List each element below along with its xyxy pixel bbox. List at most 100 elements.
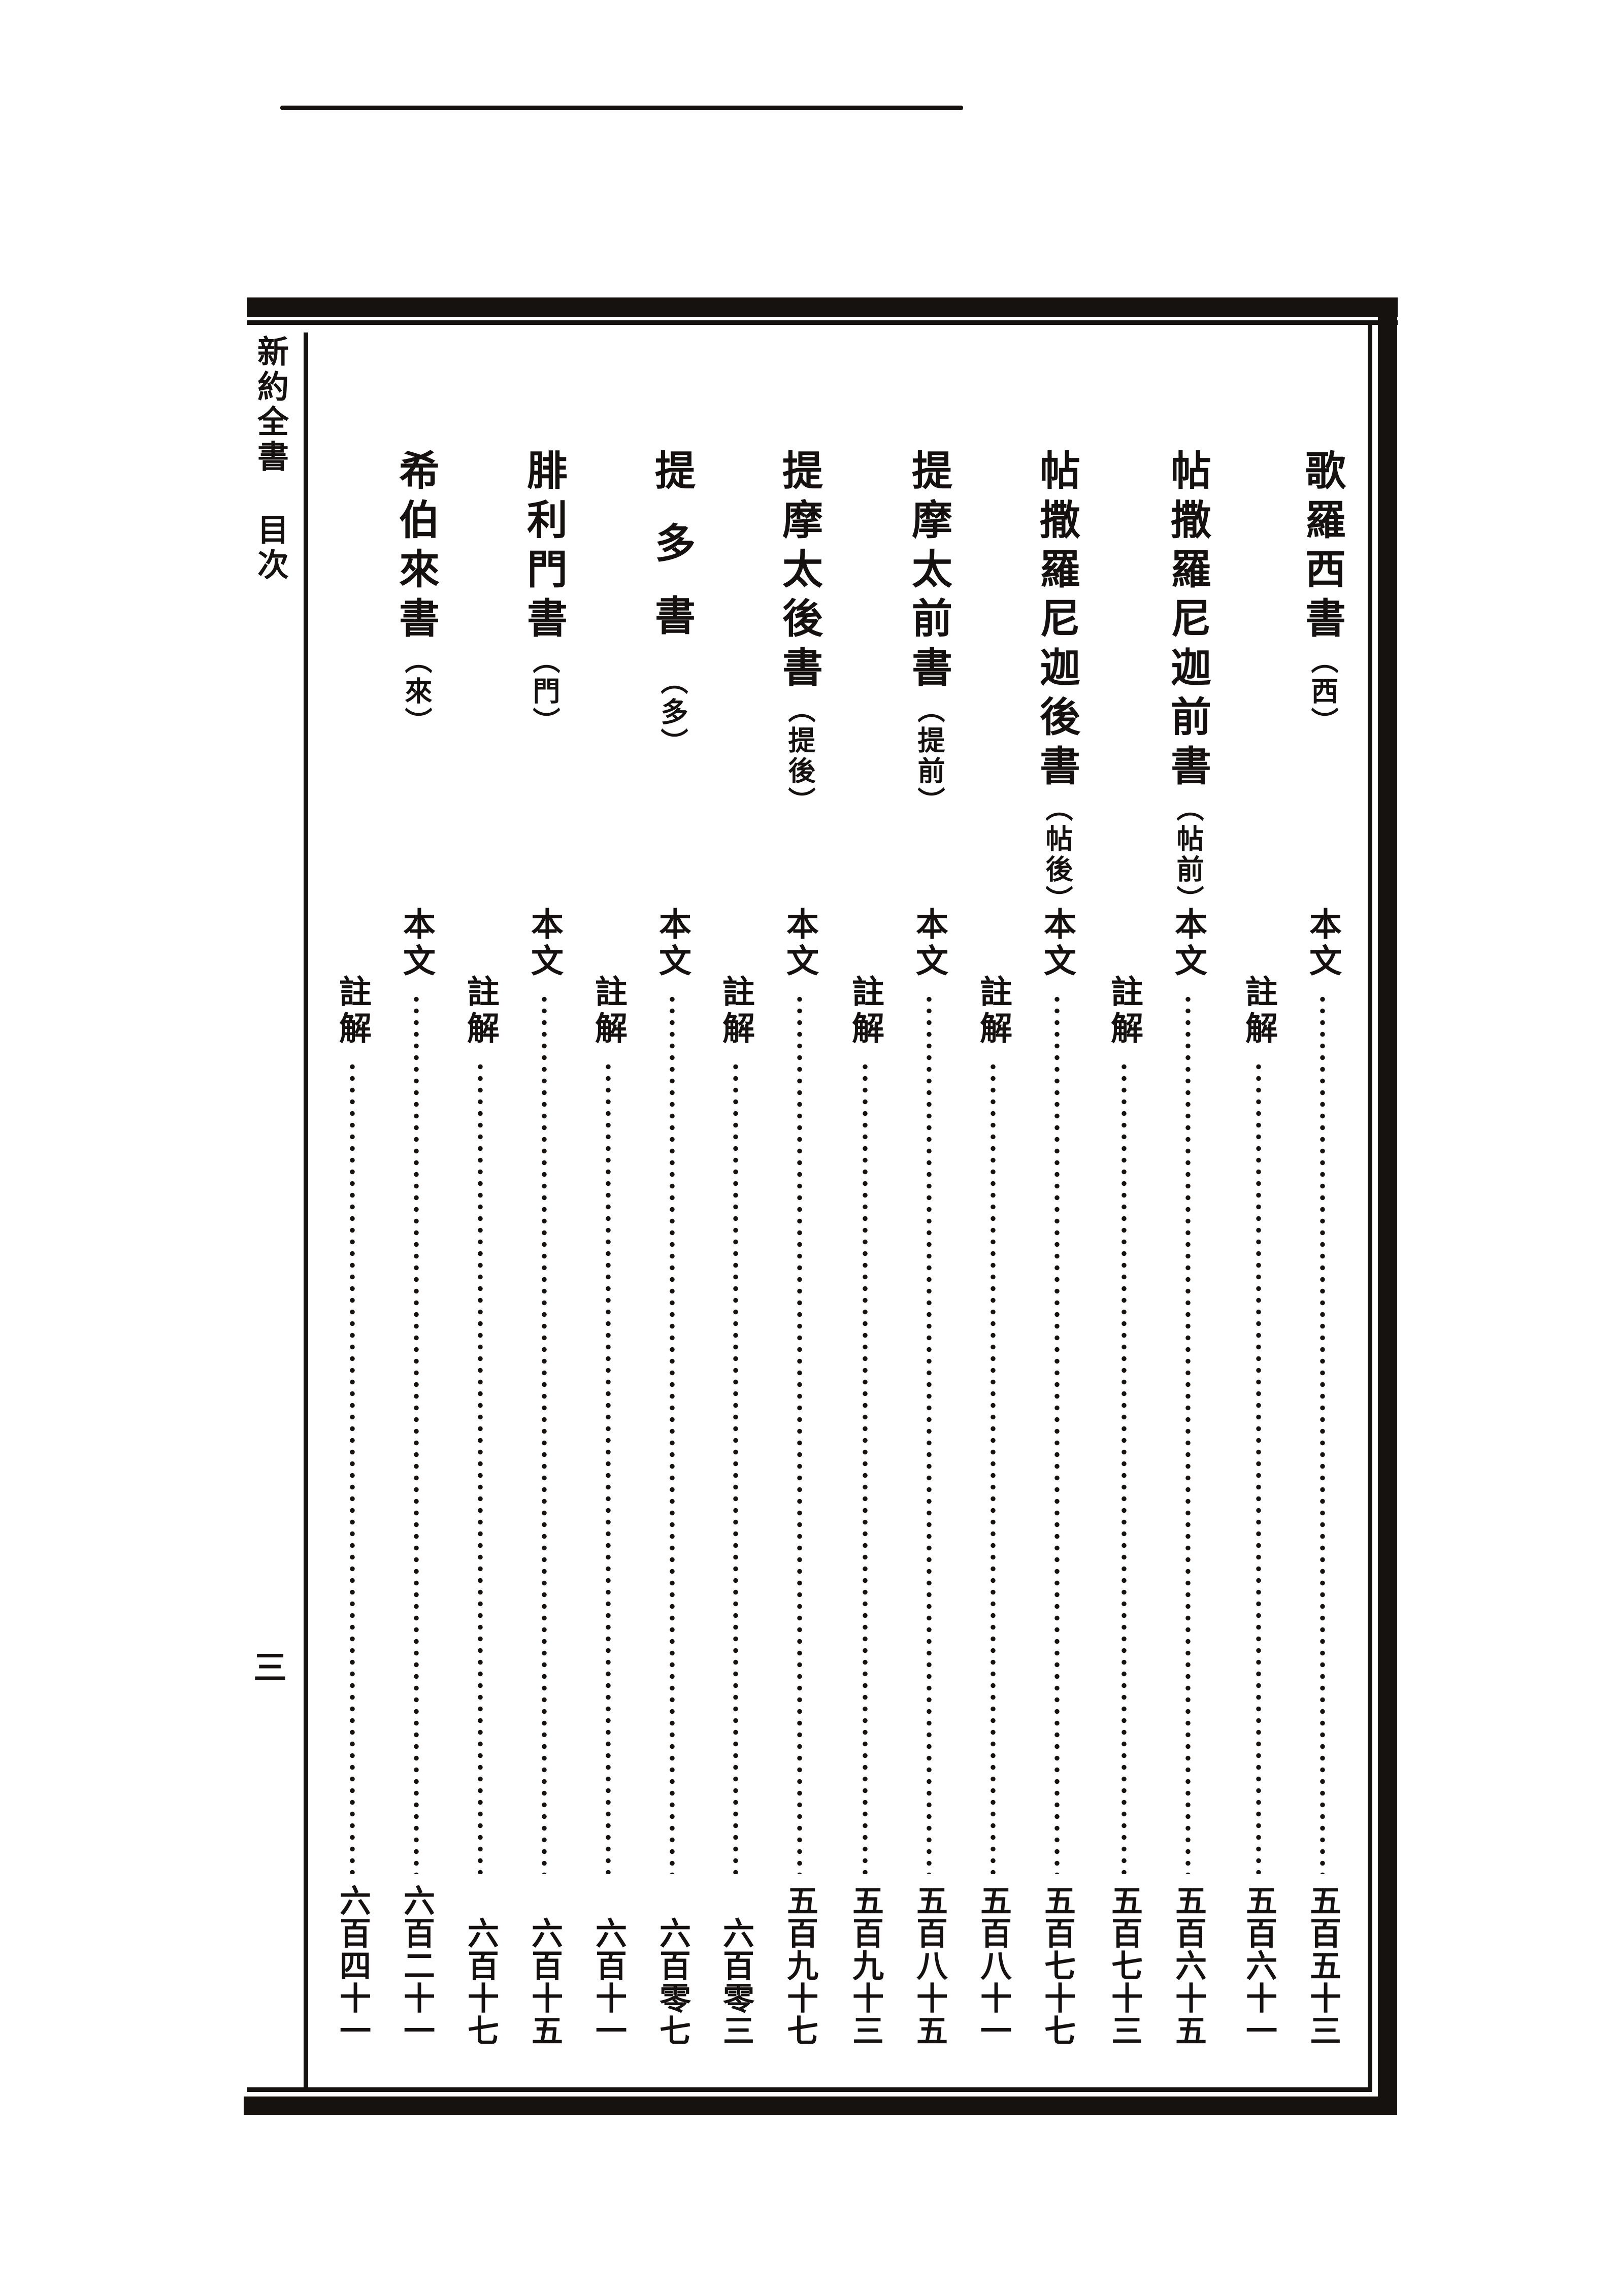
book-title: 帖撒羅尼迦前書（帖前） xyxy=(1164,449,1212,916)
book-title-text: 歌羅西書 xyxy=(1299,449,1346,646)
note-label: 註解 xyxy=(1240,975,1278,1048)
book-abbreviation: （帖前） xyxy=(1172,794,1204,916)
page-number-box: 六百二十一 xyxy=(398,1883,435,2047)
dotted-leader xyxy=(670,993,675,1874)
dotted-leader xyxy=(733,1061,738,1874)
frame-right-outer-rule xyxy=(1378,297,1397,2115)
page-number-box: 五百九十七 xyxy=(781,1883,818,2047)
dotted-leader xyxy=(1185,993,1191,1874)
frame-bottom-outer-rule xyxy=(244,2097,1397,2115)
note-label: 註解 xyxy=(1105,975,1143,1048)
page-number-box: 五百六十五 xyxy=(1170,1883,1207,2047)
frame-top-outer-rule xyxy=(247,297,1398,317)
book-title-text: 希伯來書 xyxy=(392,449,440,646)
book-title-text: 提摩太前書 xyxy=(905,449,953,695)
book-abbreviation: （多） xyxy=(656,667,688,758)
text-label: 本文 xyxy=(1304,907,1342,980)
dotted-leader xyxy=(350,1061,355,1874)
text-page-number: 六百二十一 xyxy=(398,1884,435,2047)
margin-title-text: 新約全書 xyxy=(252,335,289,475)
book-title: 歌羅西書（西） xyxy=(1299,449,1346,738)
note-column: 註解 六百十七 xyxy=(461,975,500,2047)
page-number-box: 五百五十三 xyxy=(1304,1883,1341,2047)
text-column: 本文 六百零七 xyxy=(653,907,691,2047)
book-abbreviation: （門） xyxy=(528,646,560,738)
book-title-text: 帖撒羅尼迦後書 xyxy=(1033,449,1081,794)
note-page-number: 五百八十一 xyxy=(975,1884,1012,2047)
toc-book-entry: 提摩太後書（提後） 本文 五百九十七 註解 六百零三 xyxy=(717,449,881,2048)
book-title: 帖撒羅尼迦後書（帖後） xyxy=(1033,449,1081,916)
margin-title: 新約全書 目次 xyxy=(252,335,289,583)
text-page-number: 五百五十三 xyxy=(1304,1884,1341,2047)
text-page-number: 五百七十七 xyxy=(1039,1884,1076,2047)
book-abbreviation: （提前） xyxy=(913,695,945,817)
dotted-leader xyxy=(606,1061,611,1874)
frame-left-rule xyxy=(304,332,308,2091)
book-abbreviation: （帖後） xyxy=(1041,794,1073,916)
dotted-leader xyxy=(478,1061,483,1874)
book-abbreviation: （來） xyxy=(400,646,433,738)
note-column: 註解 六百四十一 xyxy=(334,975,372,2047)
text-label: 本文 xyxy=(910,907,948,980)
note-page-number: 五百七十三 xyxy=(1106,1884,1143,2047)
page-number-box: 六百零三 xyxy=(717,1883,754,2047)
book-title: 提摩太前書（提前） xyxy=(905,449,953,817)
note-label: 註解 xyxy=(846,975,884,1048)
page-number-box: 六百零七 xyxy=(654,1883,691,2047)
text-column: 本文 五百五十三 xyxy=(1304,907,1342,2047)
toc-book-entry: 提摩太前書（提前） 本文 五百八十五 註解 五百九十三 xyxy=(846,449,1011,2048)
toc-book-entry: 歌羅西書（西） 本文 五百五十三 註解 五百六十一 xyxy=(1240,449,1404,2048)
note-label: 註解 xyxy=(589,975,628,1048)
book-title: 提摩太後書（提後） xyxy=(776,449,823,817)
note-column: 註解 五百七十三 xyxy=(1105,975,1143,2047)
book-title-text: 腓利門書 xyxy=(520,449,568,646)
book-title: 腓利門書（門） xyxy=(520,449,568,738)
frame-top-inner-rule xyxy=(247,320,1398,325)
page-number-box: 五百八十一 xyxy=(975,1883,1012,2047)
dotted-leader xyxy=(863,1061,868,1874)
text-column: 本文 五百八十五 xyxy=(910,907,948,2047)
text-page-number: 六百零七 xyxy=(654,1917,691,2047)
page-number-box: 六百十五 xyxy=(526,1883,563,2047)
dotted-leader xyxy=(797,993,802,1874)
dotted-leader xyxy=(1256,1061,1261,1874)
margin-subtitle-text: 目次 xyxy=(252,513,289,583)
text-page-number: 六百十五 xyxy=(526,1917,563,2047)
text-page-number: 五百九十七 xyxy=(781,1884,818,2047)
text-column: 本文 五百九十七 xyxy=(781,907,819,2047)
text-label: 本文 xyxy=(525,907,564,980)
book-title-text: 提多書 xyxy=(648,449,696,667)
note-label: 註解 xyxy=(974,975,1012,1048)
dotted-leader xyxy=(1121,1061,1127,1874)
text-column: 本文 五百六十五 xyxy=(1169,907,1207,2047)
toc-book-entry: 帖撒羅尼迦後書（帖後） 本文 五百七十七 註解 五百八十一 xyxy=(974,449,1139,2048)
book-abbreviation: （提後） xyxy=(783,695,816,817)
note-page-number: 五百六十一 xyxy=(1240,1884,1277,2047)
text-column: 本文 六百二十一 xyxy=(398,907,436,2047)
note-page-number: 五百九十三 xyxy=(847,1884,884,2047)
page-number-box: 六百十一 xyxy=(590,1883,627,2047)
dotted-leader xyxy=(927,993,932,1874)
frame-bottom-inner-rule xyxy=(247,2087,1372,2092)
dotted-leader xyxy=(1320,993,1325,1874)
page-number-box: 六百四十一 xyxy=(334,1883,371,2047)
page-number-box: 五百七十三 xyxy=(1106,1883,1143,2047)
note-page-number: 六百零三 xyxy=(717,1917,754,2047)
page-number-box: 五百九十三 xyxy=(847,1883,884,2047)
note-page-number: 六百四十一 xyxy=(334,1884,371,2047)
text-label: 本文 xyxy=(781,907,819,980)
toc-book-entry: 提多書（多） 本文 六百零七 註解 六百十一 xyxy=(589,449,754,2048)
note-column: 註解 五百八十一 xyxy=(974,975,1012,2047)
frame-right-inner-rule xyxy=(1368,325,1372,2091)
note-column: 註解 六百零三 xyxy=(717,975,755,2047)
note-label: 註解 xyxy=(717,975,755,1048)
note-label: 註解 xyxy=(461,975,500,1048)
text-column: 本文 六百十五 xyxy=(525,907,564,2047)
page-number-box: 五百六十一 xyxy=(1240,1883,1277,2047)
folio-page-number: 三 xyxy=(253,1648,287,1687)
text-page-number: 五百六十五 xyxy=(1170,1884,1207,2047)
page-number-box: 五百八十五 xyxy=(911,1883,948,2047)
scan-artifact-line xyxy=(280,106,963,110)
text-label: 本文 xyxy=(653,907,691,980)
